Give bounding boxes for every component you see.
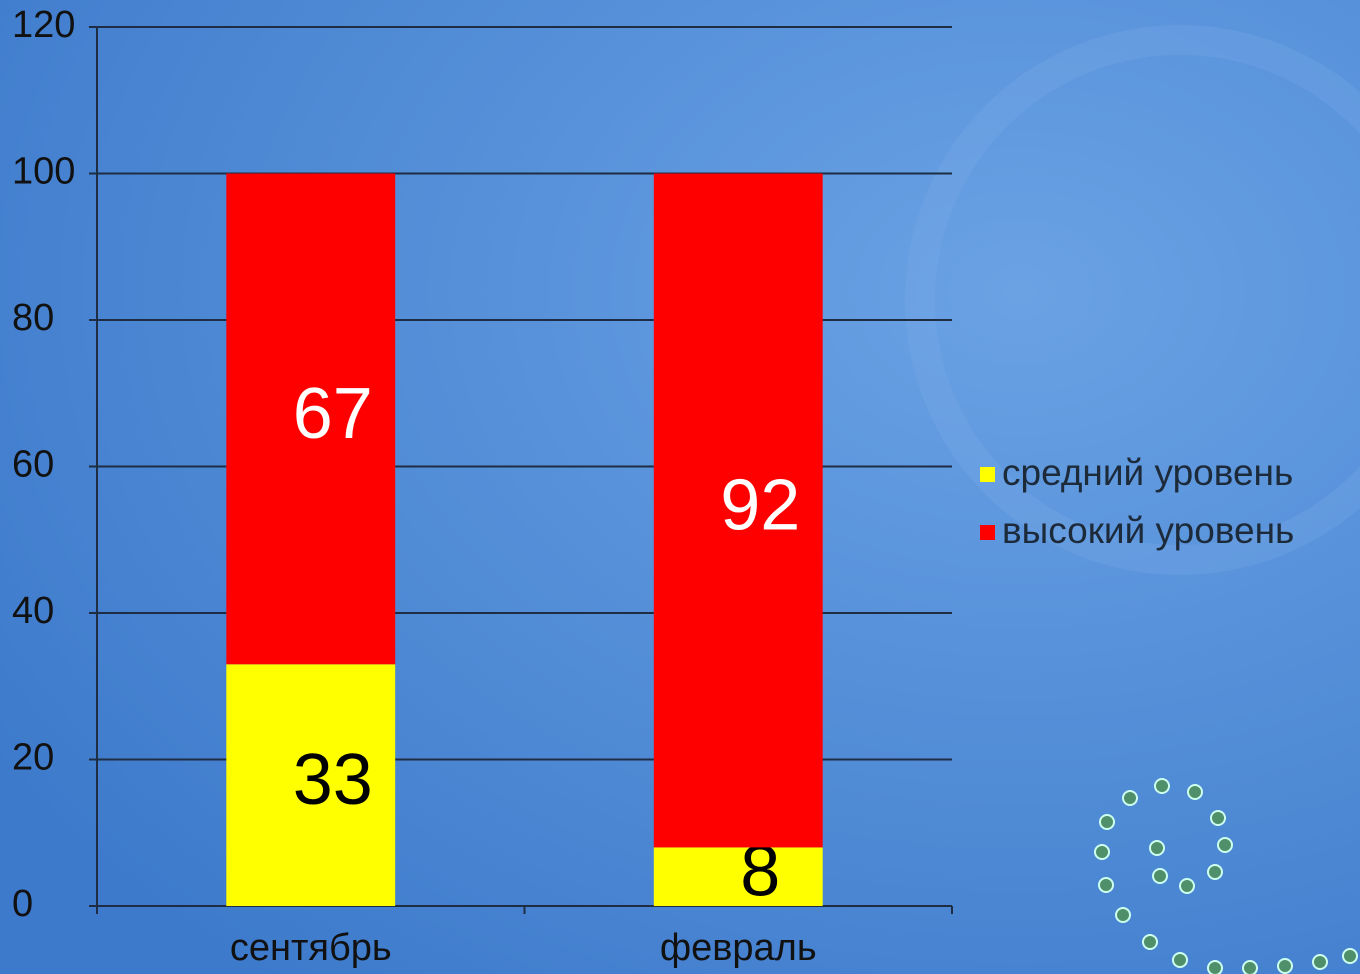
legend-swatch	[980, 525, 995, 540]
y-tick-label: 40	[12, 590, 54, 632]
data-label: 33	[293, 740, 373, 820]
y-tick-label: 0	[12, 883, 33, 925]
x-tick-label: сентябрь	[230, 927, 392, 969]
x-tick-label: февраль	[660, 927, 817, 969]
data-label: 67	[293, 374, 373, 454]
legend-label: высокий уровень	[1002, 510, 1294, 551]
legend-swatch	[980, 467, 995, 482]
legend-label: средний уровень	[1002, 452, 1293, 493]
y-tick-label: 120	[12, 4, 75, 46]
chart: 0204060801001203367сентябрь892февральсре…	[0, 0, 1360, 974]
data-label: 92	[720, 465, 800, 545]
y-tick-label: 100	[12, 151, 75, 193]
y-tick-label: 80	[12, 297, 54, 339]
bar-segment	[654, 847, 823, 906]
y-tick-label: 20	[12, 737, 54, 779]
y-tick-label: 60	[12, 444, 54, 486]
